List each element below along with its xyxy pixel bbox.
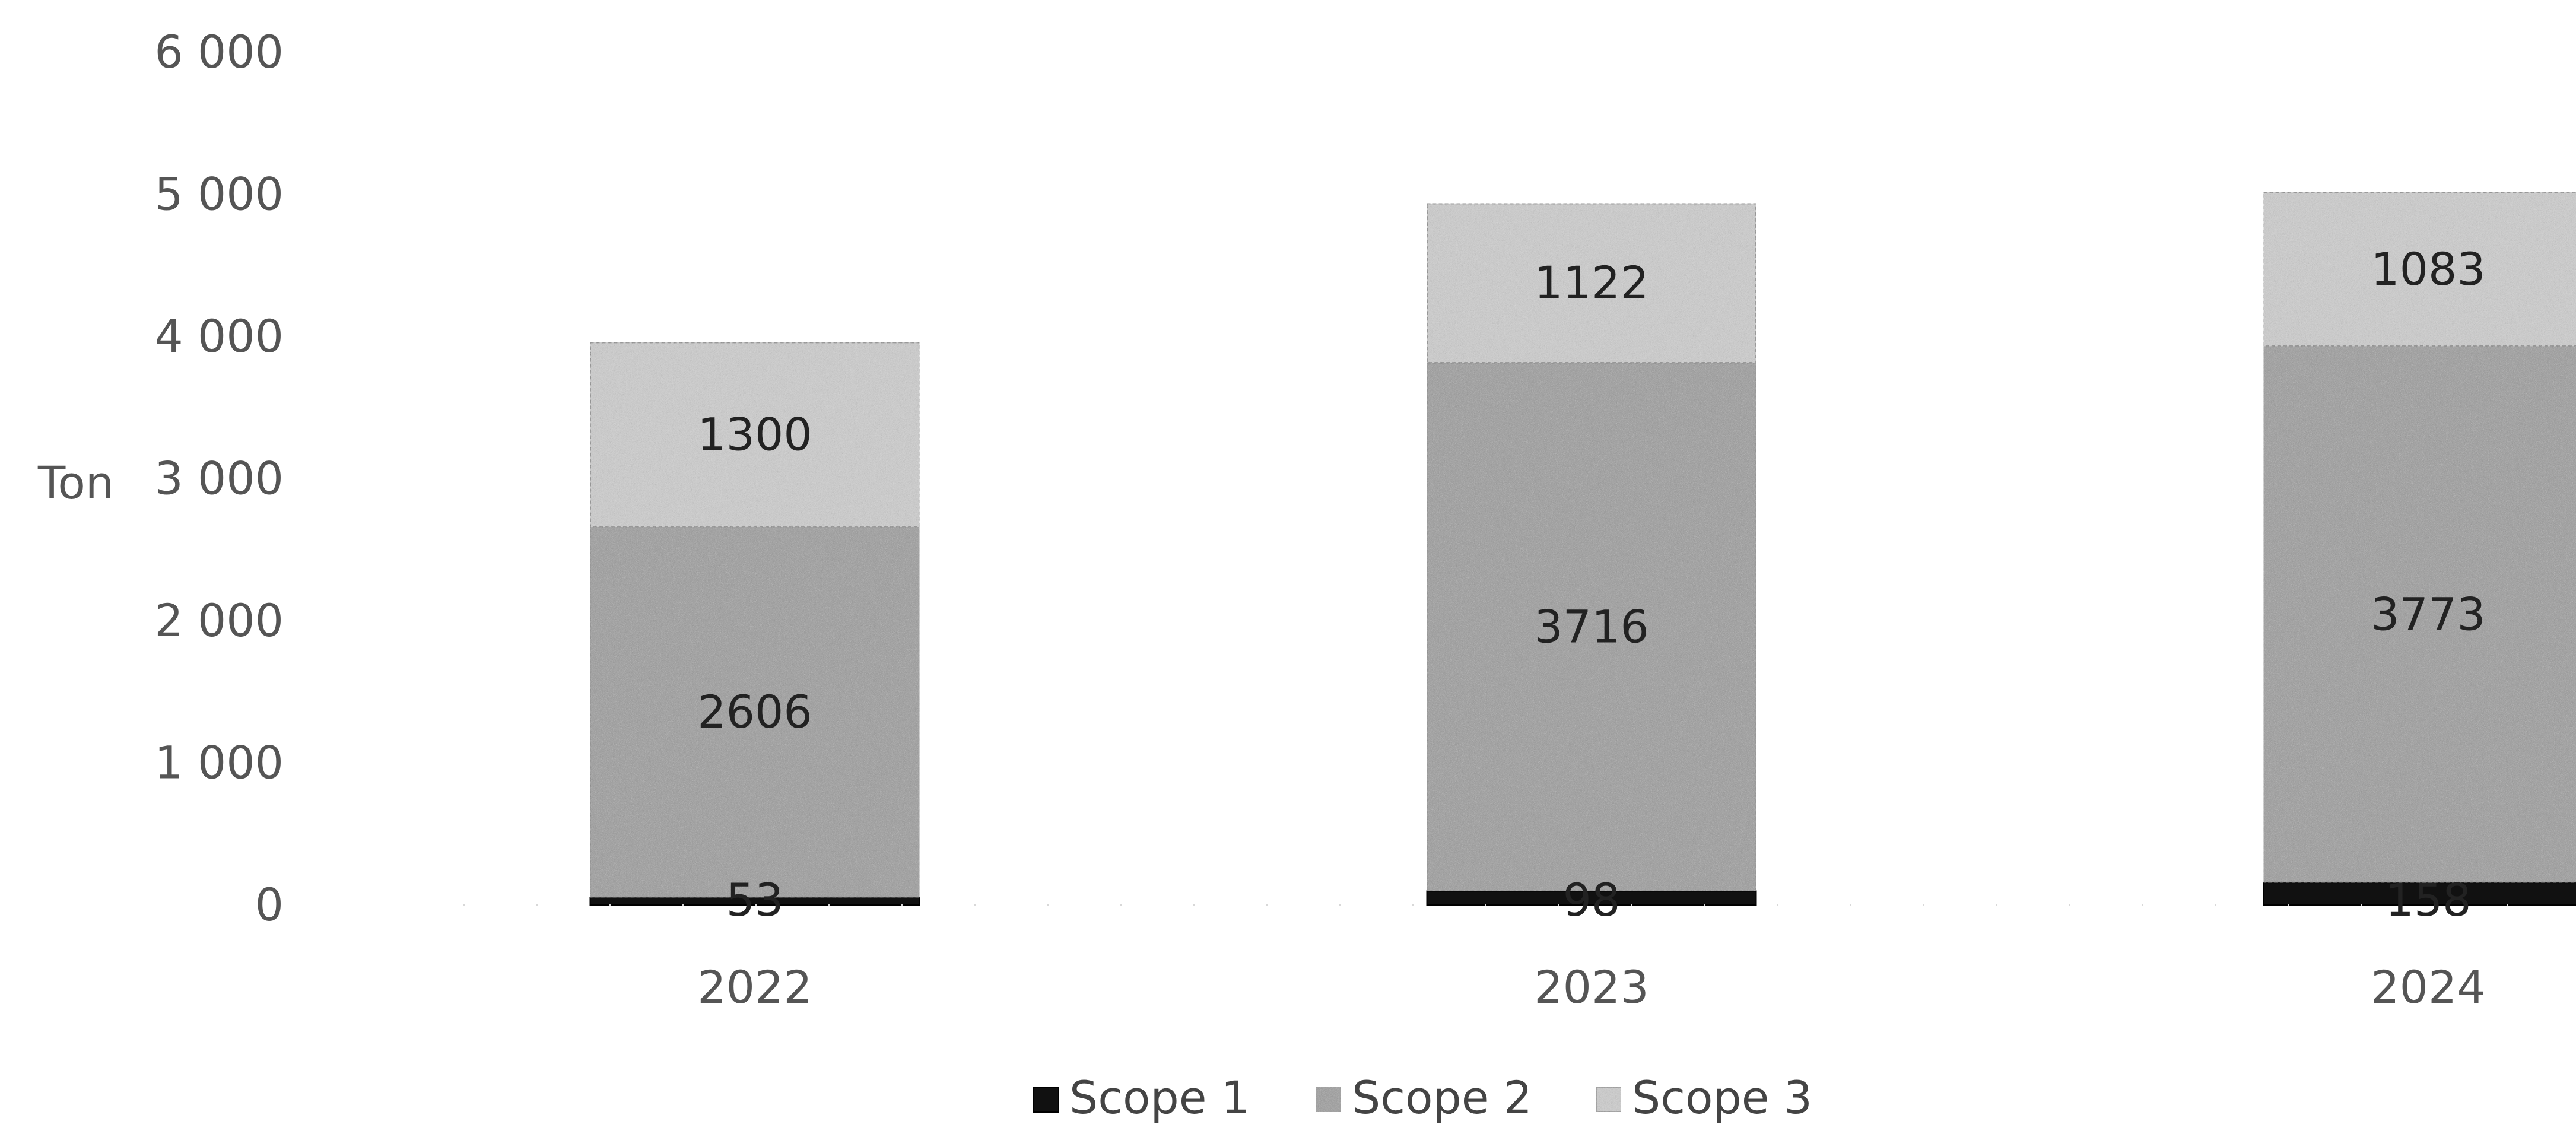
- x-category-label: 2022: [697, 961, 812, 1014]
- y-tick-label: 0: [255, 878, 284, 931]
- bars-group: [463, 191, 2576, 906]
- bar-segment-scope-3: [1426, 202, 1757, 364]
- bar-segment-scope-1: [2263, 882, 2576, 906]
- data-label-scope-2: 2606: [697, 685, 812, 738]
- y-tick-label: 3 000: [154, 452, 284, 505]
- bar-segment-scope-3: [2263, 191, 2576, 348]
- legend-label-scope-3: Scope 3: [1632, 1071, 1812, 1124]
- data-label-scope-3: 1083: [2371, 243, 2485, 296]
- legend-swatch-scope-2: [1316, 1087, 1342, 1113]
- y-axis-title: Ton: [37, 456, 114, 509]
- y-axis-ticks: 0 1 000 2 000 3 000 4 000 5 000 6 000: [154, 26, 284, 931]
- legend: Scope 1 Scope 2 Scope 3: [1033, 1071, 1812, 1124]
- legend-label-scope-1: Scope 1: [1069, 1071, 1250, 1124]
- x-category-label: 2023: [1534, 961, 1648, 1014]
- data-label-scope-3: 1300: [697, 408, 812, 460]
- x-axis-category-labels: 2022 2023 2024: [697, 961, 2485, 1014]
- bar-segment-scope-2: [589, 526, 920, 898]
- data-label-scope-1: 98: [1563, 874, 1621, 926]
- bar-segment-scope-3: [589, 341, 920, 528]
- bar-segment-scope-2: [2263, 345, 2576, 884]
- y-tick-label: 4 000: [154, 310, 284, 363]
- data-labels-group: 53 2606 1300 98 3716 1122 158 3773 1083: [697, 243, 2485, 926]
- y-tick-label: 1 000: [154, 736, 284, 789]
- data-label-scope-3: 1122: [1534, 256, 1648, 309]
- data-label-scope-1: 158: [2385, 874, 2471, 926]
- data-label-scope-2: 3716: [1534, 601, 1648, 653]
- legend-swatch-scope-3: [1596, 1087, 1622, 1113]
- y-tick-label: 5 000: [154, 168, 284, 221]
- x-category-label: 2024: [2371, 961, 2485, 1014]
- data-label-scope-1: 53: [726, 874, 784, 926]
- legend-swatch-scope-1: [1033, 1087, 1059, 1113]
- bar-segment-scope-2: [1426, 362, 1757, 893]
- y-tick-label: 2 000: [154, 594, 284, 647]
- legend-label-scope-2: Scope 2: [1352, 1071, 1532, 1124]
- y-tick-label: 6 000: [154, 26, 284, 78]
- data-label-scope-2: 3773: [2371, 587, 2485, 640]
